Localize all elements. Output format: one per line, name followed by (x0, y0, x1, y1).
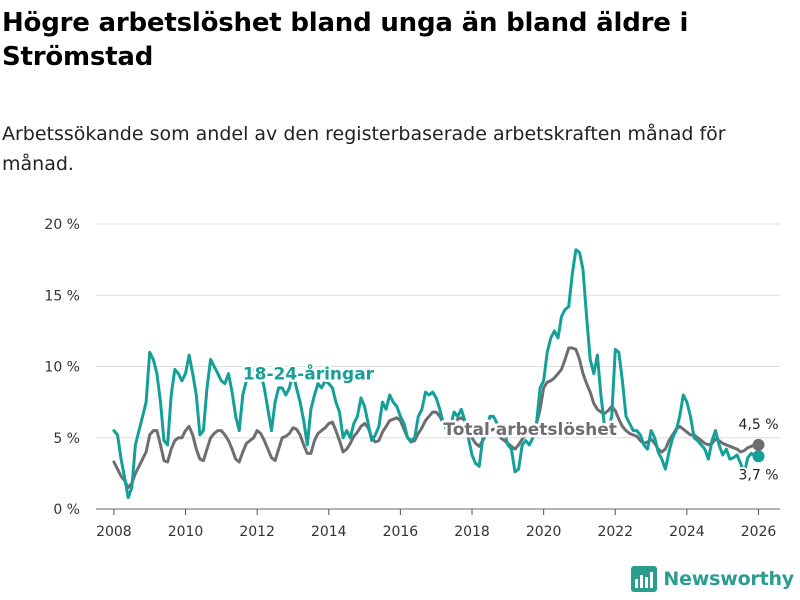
x-tick-label: 2022 (597, 524, 633, 540)
y-tick-label: 20 % (44, 217, 80, 233)
y-tick-label: 5 % (53, 431, 80, 447)
x-tick-label: 2012 (239, 524, 275, 540)
end-point-youth (752, 450, 765, 463)
bar-chart-logo-icon (631, 566, 658, 592)
x-tick-label: 2024 (669, 524, 705, 540)
series-line-youth (112, 248, 760, 500)
label-layer: 3,7 % 4,5 % 18-24-åringar Total arbetslöshe… (240, 360, 780, 485)
series-label-total: Total arbetslöshet (443, 420, 617, 440)
x-tick-label: 2020 (526, 524, 562, 540)
series-layer (112, 248, 760, 500)
end-label-youth: 3,7 % (738, 467, 778, 483)
series-label-youth: 18-24-åringar (243, 362, 375, 384)
series-line-total (112, 346, 760, 490)
newsworthy-logo: Newsworthy (631, 564, 794, 594)
x-tick-label: 2026 (741, 524, 777, 540)
chart-title: Högre arbetslöshet bland unga än bland ä… (2, 8, 689, 72)
y-tick-label: 10 % (44, 360, 80, 376)
chart-subtitle: Arbetssökande som andel av den registerb… (2, 123, 726, 175)
end-label-total: 4,5 % (738, 417, 778, 433)
y-tick-label: 15 % (44, 288, 80, 304)
y-tick-label: 0 % (53, 502, 80, 518)
end-point-total (752, 438, 765, 451)
brand-name: Newsworthy (663, 568, 794, 590)
x-tick-label: 2018 (454, 524, 490, 540)
x-tick-label: 2016 (383, 524, 419, 540)
x-tick-label: 2010 (168, 524, 204, 540)
x-tick-label: 2008 (96, 524, 132, 540)
grid-layer: 0 % 5 % 10 % 15 % 20 % 2008 2010 2012 2014 2016 20… (44, 217, 780, 540)
x-tick-label: 2014 (311, 524, 347, 540)
